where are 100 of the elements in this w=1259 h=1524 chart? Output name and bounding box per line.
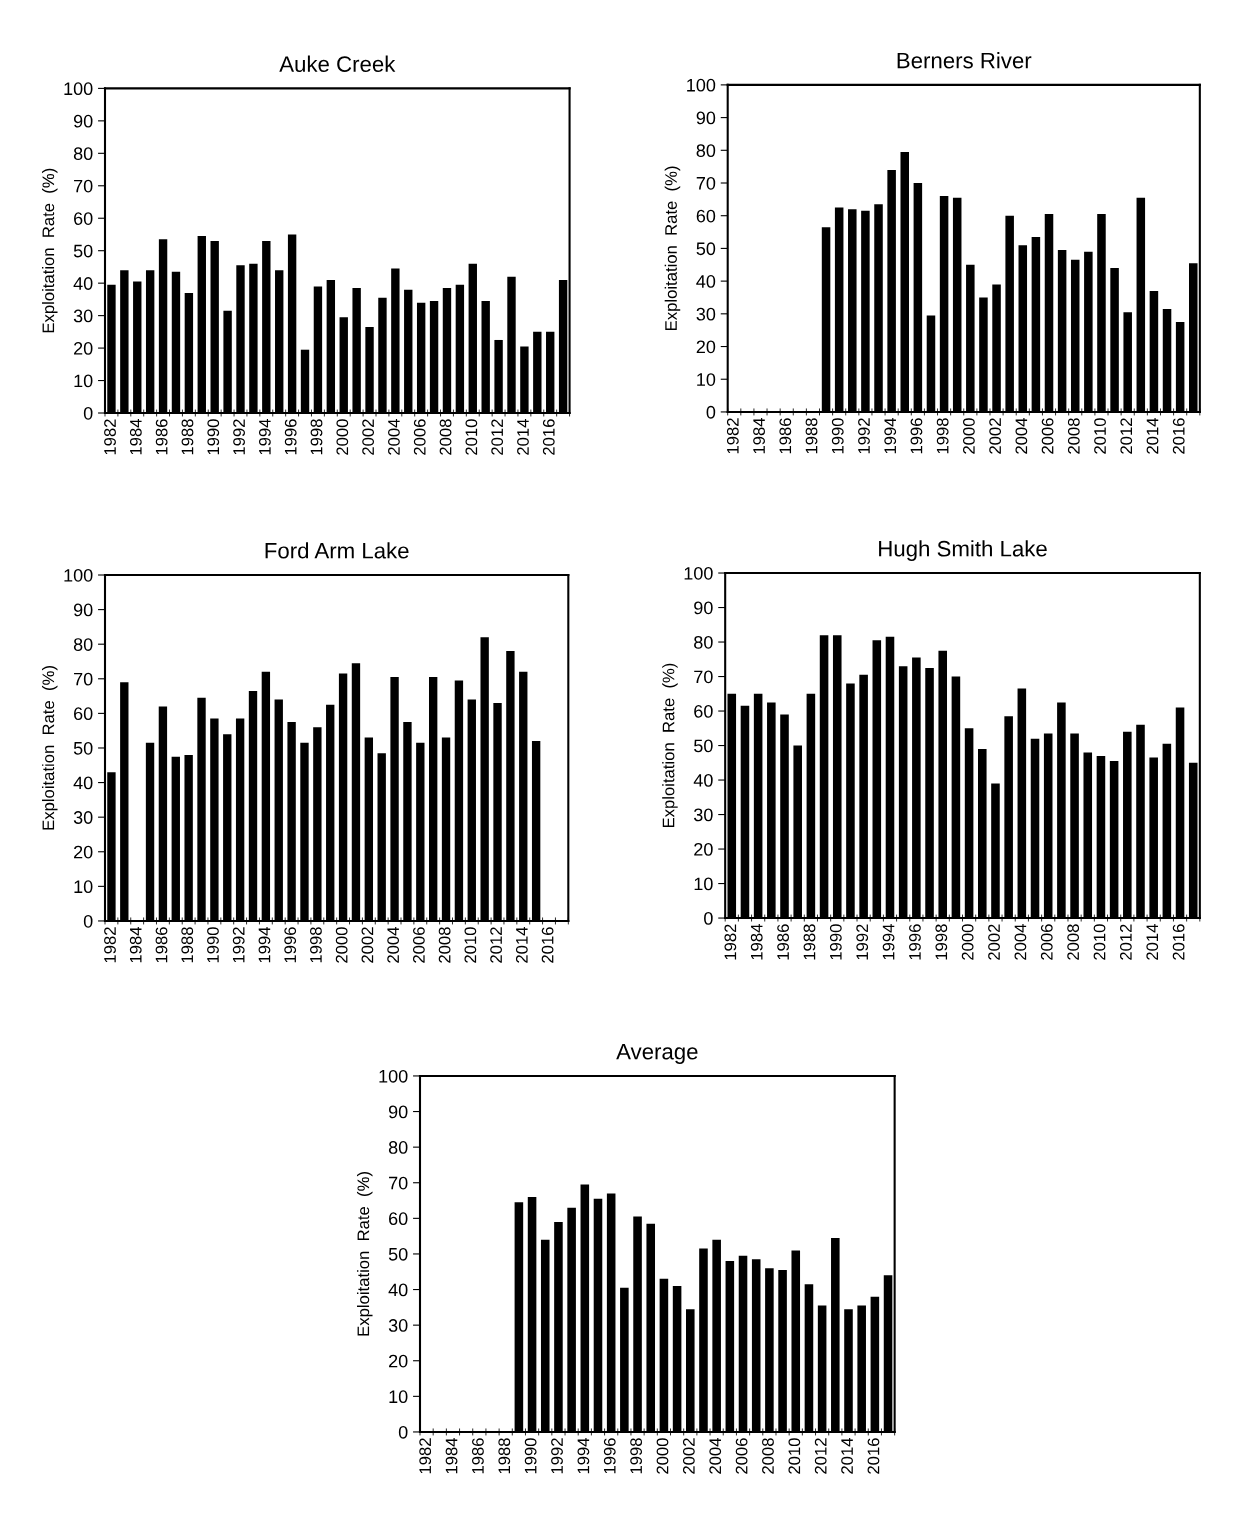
- x-tick-label: 2006: [1040, 924, 1053, 960]
- x-tick-label: 1994: [258, 419, 271, 455]
- x-tick-label: 2016: [542, 419, 555, 455]
- x-tick-label: 2004: [709, 1437, 722, 1474]
- y-tick-label: 40: [388, 1283, 408, 1297]
- x-tick-label: 2000: [962, 418, 975, 454]
- x-tick-label: 1988: [181, 927, 194, 963]
- x-tick-label: 2004: [387, 926, 400, 963]
- y-tick-label: 60: [389, 1212, 408, 1226]
- y-tick-label: 70: [694, 670, 713, 684]
- y-tick-label: 0: [706, 405, 716, 419]
- y-tick-label: 50: [696, 242, 716, 256]
- y-axis-title: Exploitation Rate (%): [41, 666, 58, 830]
- x-tick-label: 2006: [413, 419, 426, 455]
- x-tick-label: 2002: [362, 419, 375, 455]
- y-tick-label: 90: [696, 111, 716, 125]
- y-tick-label: 50: [388, 1247, 408, 1261]
- chart-title: Average: [616, 1043, 698, 1064]
- y-tick-label: 30: [693, 808, 713, 822]
- x-tick-label: 2006: [1041, 418, 1054, 454]
- x-tick-label: 1988: [805, 418, 818, 454]
- chart-title: Ford Arm Lake: [265, 542, 409, 559]
- x-tick-label: 1982: [419, 1438, 432, 1474]
- y-tick-label: 0: [83, 406, 93, 420]
- x-tick-label: 2008: [439, 419, 452, 455]
- y-tick-label: 40: [693, 773, 713, 787]
- y-tick-label: 0: [398, 1425, 408, 1439]
- y-tick-label: 100: [64, 568, 93, 582]
- x-tick-label: 1986: [472, 1438, 484, 1474]
- x-tick-label: 1998: [935, 924, 948, 960]
- x-tick-label: 1992: [232, 927, 245, 963]
- x-tick-label: 2002: [682, 1438, 695, 1474]
- x-tick-label: 1990: [524, 1438, 537, 1474]
- y-tick-label: 40: [73, 277, 93, 290]
- y-tick-label: 10: [389, 1390, 408, 1404]
- y-tick-label: 100: [687, 78, 716, 92]
- y-tick-label: 90: [388, 1105, 408, 1119]
- x-tick-label: 1992: [551, 1438, 563, 1474]
- y-tick-label: 60: [694, 704, 713, 718]
- chart-title: Hugh Smith Lake: [879, 540, 1047, 561]
- y-tick-label: 20: [74, 342, 93, 355]
- y-tick-label: 90: [73, 114, 93, 128]
- y-tick-label: 40: [696, 275, 716, 288]
- y-tick-label: 20: [694, 842, 713, 856]
- x-tick-label: 1992: [856, 924, 869, 960]
- y-tick-label: 20: [74, 845, 93, 859]
- x-tick-label: 2016: [1172, 924, 1185, 960]
- x-tick-label: 1992: [858, 418, 870, 454]
- x-tick-label: 1984: [129, 419, 142, 455]
- x-tick-label: 2000: [961, 924, 974, 960]
- y-axis-title: Exploitation Rate (%): [664, 166, 681, 330]
- x-tick-label: 2014: [1146, 924, 1159, 960]
- x-tick-label: 1998: [936, 418, 949, 454]
- x-tick-label: 2012: [491, 419, 504, 455]
- x-tick-label: 1986: [155, 927, 168, 963]
- x-tick-label: 2000: [656, 1438, 669, 1474]
- y-tick-label: 0: [704, 911, 713, 925]
- x-tick-label: 1998: [310, 419, 323, 455]
- y-tick-label: 50: [694, 739, 713, 753]
- x-tick-label: 2014: [515, 926, 528, 963]
- x-tick-label: 2000: [336, 419, 349, 455]
- x-tick-label: 2014: [841, 1437, 853, 1474]
- y-tick-label: 80: [388, 1141, 408, 1154]
- y-tick-label: 90: [73, 603, 93, 617]
- x-tick-label: 2008: [1067, 924, 1080, 960]
- x-tick-label: 1994: [577, 1437, 590, 1474]
- x-tick-label: 2012: [490, 927, 502, 963]
- y-tick-label: 70: [696, 176, 716, 190]
- x-tick-label: 2002: [361, 927, 374, 963]
- y-tick-label: 80: [73, 147, 93, 161]
- x-tick-label: 2010: [465, 419, 478, 455]
- x-tick-label: 1982: [104, 927, 116, 963]
- y-tick-label: 60: [74, 707, 93, 721]
- x-tick-label: 1984: [129, 926, 142, 963]
- y-tick-label: 30: [388, 1319, 408, 1332]
- y-tick-label: 80: [694, 635, 713, 649]
- y-tick-label: 70: [74, 179, 93, 193]
- x-tick-label: 2016: [867, 1438, 880, 1474]
- x-tick-label: 2010: [1094, 418, 1106, 454]
- y-tick-label: 10: [74, 374, 93, 388]
- x-tick-label: 2004: [388, 419, 400, 455]
- y-tick-label: 0: [83, 914, 93, 928]
- chart-title: Berners River: [897, 52, 1032, 69]
- x-tick-label: 2012: [1120, 418, 1133, 454]
- x-tick-label: 1990: [207, 419, 220, 455]
- x-tick-label: 1996: [909, 924, 921, 960]
- y-tick-label: 20: [696, 340, 716, 354]
- x-tick-label: 2012: [814, 1438, 827, 1474]
- y-tick-label: 10: [694, 877, 713, 891]
- x-tick-label: 2010: [464, 927, 477, 963]
- y-tick-label: 20: [389, 1354, 408, 1368]
- x-tick-label: 1984: [445, 1437, 458, 1474]
- y-tick-label: 90: [694, 601, 713, 615]
- x-tick-label: 1990: [831, 418, 844, 454]
- y-tick-label: 50: [73, 741, 93, 755]
- x-tick-label: 2008: [1067, 418, 1080, 454]
- x-tick-label: 1982: [104, 419, 116, 455]
- x-tick-label: 1996: [284, 927, 297, 963]
- y-tick-label: 70: [389, 1176, 408, 1190]
- x-tick-label: 1998: [630, 1438, 643, 1474]
